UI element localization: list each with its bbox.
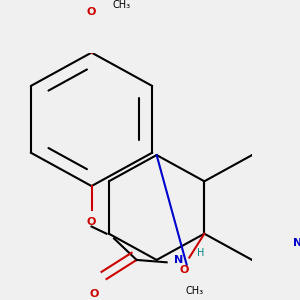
Text: O: O <box>180 265 189 275</box>
Text: CH₃: CH₃ <box>113 0 131 10</box>
Text: N: N <box>292 238 300 248</box>
Text: H: H <box>197 248 204 258</box>
Text: CH₃: CH₃ <box>185 286 203 296</box>
Text: O: O <box>89 289 99 298</box>
Text: N: N <box>174 255 183 265</box>
Text: O: O <box>87 7 96 17</box>
Text: O: O <box>87 217 96 227</box>
